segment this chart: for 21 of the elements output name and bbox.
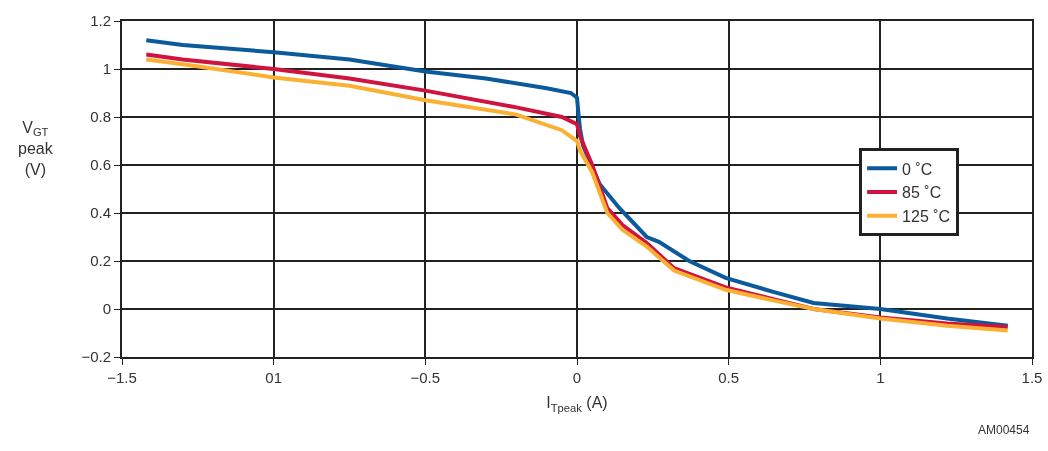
y-tick-label: 0 — [102, 300, 111, 318]
x-tick-label: 0.5 — [718, 369, 740, 386]
x-tick-label: −1.5 — [107, 369, 137, 386]
x-tick-label: −0.5 — [410, 369, 441, 386]
x-tick-label: 0 — [572, 369, 582, 386]
text: AM00454 — [978, 423, 1030, 437]
x-tick-label: 1.5 — [1021, 369, 1043, 386]
y-tick-label: 0.2 — [90, 252, 111, 270]
y-tick-label: 1.2 — [90, 12, 111, 30]
y-tick-label: 0.4 — [90, 204, 111, 222]
y-tick-label: 1 — [102, 60, 111, 78]
y-tick-label: −0.2 — [81, 348, 111, 366]
y-axis-title: V$_{GT}$ peak (V) — [18, 119, 54, 178]
legend-label: 125 ˚C — [902, 208, 951, 226]
y-tick-label: 0.6 — [90, 156, 111, 174]
y-tick-label: 0.8 — [90, 108, 111, 126]
legend-label: 85 ˚C — [902, 184, 942, 202]
legend-label: 0 ˚C — [902, 160, 933, 178]
x-tick-label: 1 — [876, 369, 885, 386]
x-axis-title: I$_{Tpeak}$ (A) — [546, 394, 608, 414]
x-tick-label: 01 — [265, 369, 283, 386]
